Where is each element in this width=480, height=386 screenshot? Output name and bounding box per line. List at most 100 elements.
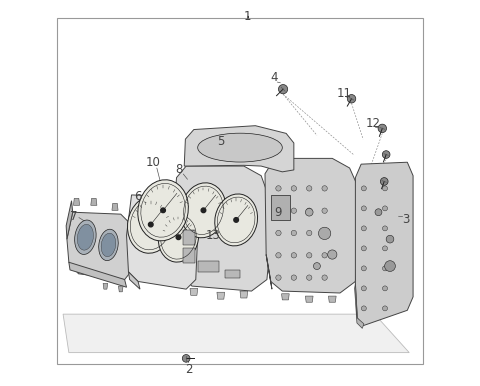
Text: 13: 13 xyxy=(205,229,220,242)
Circle shape xyxy=(375,209,382,216)
Circle shape xyxy=(322,230,327,236)
Circle shape xyxy=(361,186,366,191)
Ellipse shape xyxy=(181,183,226,238)
Circle shape xyxy=(322,275,327,280)
Circle shape xyxy=(201,208,206,213)
Bar xyxy=(183,230,195,245)
Text: 8: 8 xyxy=(175,163,182,176)
Bar xyxy=(271,195,290,220)
Ellipse shape xyxy=(77,224,94,250)
Circle shape xyxy=(361,266,366,271)
Circle shape xyxy=(291,208,297,213)
Circle shape xyxy=(383,286,387,291)
Circle shape xyxy=(383,226,387,231)
Polygon shape xyxy=(184,126,294,172)
Text: 5: 5 xyxy=(217,135,225,147)
Circle shape xyxy=(322,208,327,213)
Circle shape xyxy=(307,186,312,191)
Polygon shape xyxy=(67,212,134,279)
Ellipse shape xyxy=(99,229,118,261)
Polygon shape xyxy=(129,272,140,289)
Circle shape xyxy=(383,206,387,211)
Bar xyxy=(183,247,195,263)
Ellipse shape xyxy=(128,196,174,253)
Circle shape xyxy=(382,151,390,158)
Polygon shape xyxy=(328,296,336,302)
Text: 6: 6 xyxy=(134,190,142,203)
Circle shape xyxy=(291,186,297,191)
Circle shape xyxy=(276,275,281,280)
Circle shape xyxy=(276,186,281,191)
Ellipse shape xyxy=(74,220,96,254)
Text: 1: 1 xyxy=(244,10,252,23)
Circle shape xyxy=(307,208,312,213)
Circle shape xyxy=(361,306,366,311)
Bar xyxy=(198,261,219,272)
Circle shape xyxy=(176,235,181,240)
Circle shape xyxy=(378,124,386,133)
Ellipse shape xyxy=(198,133,282,162)
Circle shape xyxy=(383,266,387,271)
Circle shape xyxy=(307,275,312,280)
Circle shape xyxy=(305,208,313,216)
Circle shape xyxy=(361,246,366,251)
Polygon shape xyxy=(265,158,359,293)
Polygon shape xyxy=(73,198,80,205)
Polygon shape xyxy=(69,262,127,287)
Text: 10: 10 xyxy=(146,156,161,169)
Circle shape xyxy=(291,252,297,258)
Text: 11: 11 xyxy=(336,86,351,100)
Circle shape xyxy=(313,262,320,269)
Text: 2: 2 xyxy=(185,363,193,376)
Circle shape xyxy=(386,235,394,243)
Polygon shape xyxy=(355,283,364,328)
Circle shape xyxy=(182,354,190,362)
Circle shape xyxy=(322,252,327,258)
Circle shape xyxy=(276,208,281,213)
Polygon shape xyxy=(127,195,198,289)
Circle shape xyxy=(322,186,327,191)
Circle shape xyxy=(276,230,281,236)
Circle shape xyxy=(234,218,239,222)
Ellipse shape xyxy=(101,233,116,257)
Circle shape xyxy=(278,85,288,94)
Polygon shape xyxy=(266,254,272,289)
Circle shape xyxy=(348,95,356,103)
Circle shape xyxy=(307,252,312,258)
Ellipse shape xyxy=(158,212,199,262)
Polygon shape xyxy=(119,286,123,292)
Polygon shape xyxy=(66,201,72,239)
Circle shape xyxy=(307,230,312,236)
Circle shape xyxy=(383,306,387,311)
Polygon shape xyxy=(63,314,409,353)
Ellipse shape xyxy=(138,180,188,241)
Circle shape xyxy=(161,208,166,213)
Polygon shape xyxy=(175,166,270,291)
Circle shape xyxy=(361,226,366,231)
Circle shape xyxy=(318,227,331,240)
Polygon shape xyxy=(240,291,248,298)
Polygon shape xyxy=(217,292,225,299)
Circle shape xyxy=(328,250,337,259)
Circle shape xyxy=(276,252,281,258)
Circle shape xyxy=(384,261,396,271)
Circle shape xyxy=(380,178,388,185)
Text: 3: 3 xyxy=(402,213,409,227)
Circle shape xyxy=(383,246,387,251)
Polygon shape xyxy=(282,294,289,300)
Text: 12: 12 xyxy=(365,117,380,130)
Ellipse shape xyxy=(215,194,258,246)
Polygon shape xyxy=(175,251,181,282)
Circle shape xyxy=(148,222,153,227)
Circle shape xyxy=(291,275,297,280)
Text: 9: 9 xyxy=(275,206,282,219)
Polygon shape xyxy=(103,283,108,289)
Circle shape xyxy=(383,186,387,191)
Polygon shape xyxy=(190,288,198,295)
Circle shape xyxy=(361,286,366,291)
Text: 7: 7 xyxy=(70,210,78,223)
Polygon shape xyxy=(305,296,313,302)
Text: 4: 4 xyxy=(271,71,278,84)
Polygon shape xyxy=(355,162,413,326)
Bar xyxy=(225,270,240,278)
